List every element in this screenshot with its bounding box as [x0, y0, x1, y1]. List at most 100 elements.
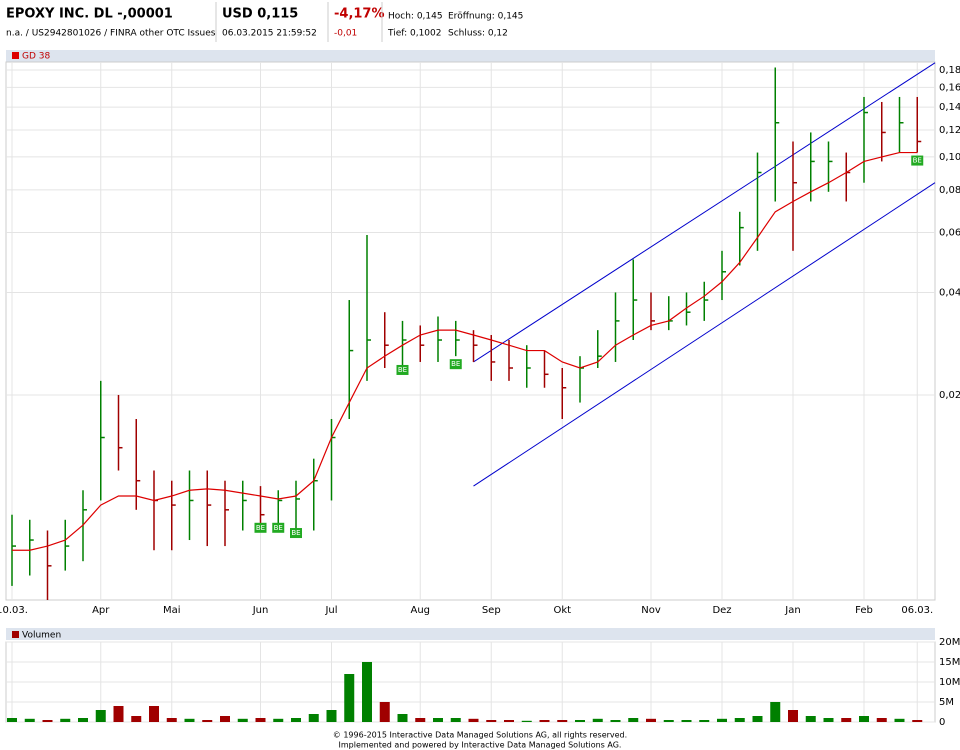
x-tick-label: Dez: [712, 605, 731, 616]
volume-bar: [805, 716, 816, 722]
signal-box: [396, 364, 409, 375]
y-tick-label: 0: [939, 717, 945, 728]
signal-label: BE: [451, 360, 460, 368]
close: Schluss: 0,12: [448, 29, 508, 39]
volume-bar: [592, 718, 603, 722]
volume-bar: [344, 674, 355, 722]
volume-bar: [468, 718, 479, 722]
volume-bar: [60, 718, 71, 722]
signal-label: BE: [274, 524, 283, 532]
volume-bar: [646, 718, 656, 722]
y-tick-label: 20M: [939, 637, 960, 648]
volume-bar: [894, 718, 905, 722]
stock-name: EPOXY INC. DL -,00001: [6, 7, 173, 22]
volume-bar: [859, 716, 869, 722]
volume-bar: [539, 720, 550, 722]
stock-details: n.a. / US2942801026 / FINRA other OTC Is…: [6, 29, 216, 39]
change-pct: -4,17%: [334, 7, 385, 22]
volume-bar: [291, 718, 301, 722]
trend-line: [473, 62, 936, 363]
x-tick-label: Jan: [784, 605, 800, 616]
volume-bar: [255, 718, 266, 722]
volume-bar: [202, 720, 213, 722]
legend-label: GD 38: [22, 52, 50, 62]
volume-bar: [308, 714, 319, 722]
volume-bar: [220, 716, 230, 722]
signal-label: BE: [256, 524, 265, 532]
signal-box: [449, 359, 462, 370]
volume-bar: [486, 720, 497, 722]
volume-bar: [912, 720, 923, 722]
y-tick-label: 0,06: [939, 227, 960, 238]
y-tick-label: 10M: [939, 677, 960, 688]
y-tick-label: 0,16: [939, 82, 960, 93]
volume-bar: [24, 718, 35, 722]
x-tick-label: Nov: [641, 605, 661, 616]
signal-label: BE: [913, 157, 922, 165]
volume-bar: [95, 710, 106, 722]
y-tick-label: 5M: [939, 697, 954, 708]
legend-label: Volumen: [22, 631, 61, 641]
volume-bar: [237, 718, 248, 722]
y-tick-label: 0,04: [939, 287, 960, 298]
volume-bar: [379, 702, 390, 722]
volume-bar: [699, 720, 710, 722]
volume-bar: [450, 718, 461, 722]
footer: © 1996-2015 Interactive Data Managed Sol…: [333, 731, 627, 740]
volume-bar: [78, 718, 88, 722]
volume-bar: [752, 716, 763, 722]
high: Hoch: 0,145: [388, 12, 443, 22]
signal-label: BE: [398, 366, 407, 374]
volume-bar: [397, 714, 408, 722]
y-tick-label: 0,12: [939, 125, 960, 136]
volume-bar: [628, 718, 639, 722]
y-tick-label: 0,08: [939, 185, 960, 196]
footer: Implemented and powered by Interactive D…: [339, 741, 622, 750]
volume-bar: [575, 720, 585, 722]
volume-bar: [273, 718, 284, 722]
volume-bar: [663, 720, 674, 722]
volume-bar: [326, 710, 337, 722]
volume-bar: [521, 720, 532, 722]
volume-bar: [149, 706, 159, 722]
signal-box: [290, 528, 302, 539]
change-abs: -0,01: [334, 29, 357, 39]
legend-swatch: [12, 631, 19, 638]
plot-frame: [5, 61, 936, 601]
volume-bar: [433, 718, 443, 722]
signal-label: BE: [291, 529, 300, 537]
volume-bar: [131, 716, 142, 722]
volume-bar: [184, 718, 195, 722]
volume-bar: [717, 718, 727, 722]
open: Eröffnung: 0,145: [448, 12, 523, 22]
trend-line: [473, 182, 936, 487]
volume-bar: [415, 718, 426, 722]
volume-bar: [788, 710, 798, 722]
y-tick-label: 0,02: [939, 390, 960, 401]
x-tick-label: 10.03.: [0, 605, 28, 616]
signal-box: [272, 522, 285, 533]
x-tick-label: Sep: [482, 605, 501, 616]
x-tick-label: 06.03.: [901, 605, 933, 616]
volume-bar: [557, 720, 568, 722]
legend-band: [6, 628, 935, 640]
low: Tief: 0,1002: [387, 29, 442, 39]
volume-bar: [7, 718, 17, 722]
legend-band: [6, 50, 935, 62]
x-tick-label: Jul: [324, 605, 337, 616]
price: USD 0,115: [222, 7, 298, 22]
y-tick-label: 15M: [939, 657, 960, 668]
x-tick-label: Jun: [252, 605, 269, 616]
x-tick-label: Aug: [410, 605, 430, 616]
volume-bar: [841, 718, 852, 722]
signal-box: [254, 522, 267, 533]
volume-bar: [166, 718, 177, 722]
volume-bar: [681, 720, 692, 722]
volume-bar: [362, 662, 372, 722]
volume-bar: [610, 720, 621, 722]
volume-bar: [734, 718, 745, 722]
moving-average: [12, 151, 918, 551]
